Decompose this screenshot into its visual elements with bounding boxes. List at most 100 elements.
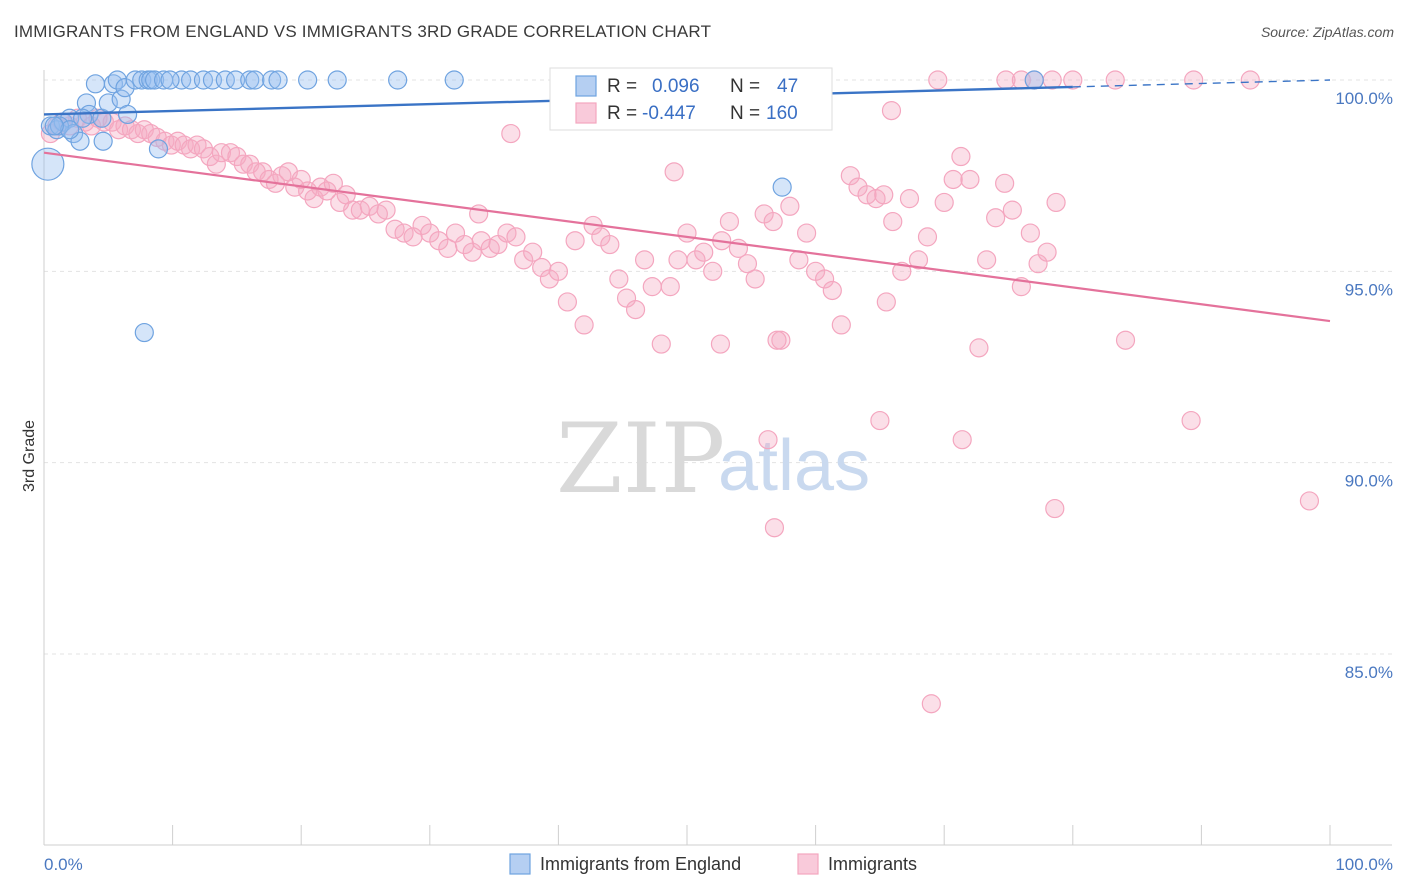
pink-point-127 — [1046, 192, 1066, 213]
pink-point-50 — [376, 200, 396, 220]
pink-point-92 — [737, 254, 758, 274]
axes — [43, 70, 1392, 846]
pink-point-23 — [193, 139, 214, 159]
pink-point-87 — [694, 242, 714, 262]
pink-point-116 — [951, 146, 971, 167]
watermark: ZIP atlas — [556, 403, 870, 515]
blue-point-44 — [44, 116, 64, 136]
pink-point-143 — [870, 410, 890, 431]
pink-point-145 — [952, 430, 972, 450]
pink-point-65 — [506, 227, 526, 247]
blue-points — [31, 70, 1044, 343]
blue-point-17 — [117, 104, 138, 125]
pink-point-102 — [822, 280, 842, 301]
pink-point-138 — [1105, 70, 1125, 90]
blue-point-43 — [60, 120, 80, 140]
pink-point-139 — [1184, 70, 1204, 90]
legend-r-label-pink: R = — [607, 103, 637, 124]
legend-n-label-pink: N = — [730, 103, 760, 124]
pink-point-109 — [883, 211, 903, 232]
pink-point-146 — [1045, 498, 1065, 519]
y-tick-label-3: 85.0% — [1345, 663, 1393, 682]
blue-point-39 — [772, 177, 792, 197]
legend-r-value-blue: 0.096 — [652, 76, 700, 97]
blue-point-46 — [160, 70, 180, 90]
pink-point-150 — [1063, 70, 1083, 90]
pink-point-151 — [881, 101, 902, 121]
bottom-legend-label-blue: Immigrants from England — [540, 854, 741, 874]
pink-point-77 — [609, 269, 629, 289]
pink-point-67 — [523, 242, 543, 262]
pink-point-98 — [789, 250, 809, 270]
legend-r-label-blue: R = — [607, 76, 637, 97]
pink-point-119 — [977, 250, 997, 270]
legend-swatch-blue — [575, 75, 597, 97]
pink-point-95 — [763, 211, 783, 232]
pink-point-147 — [1299, 491, 1320, 511]
pink-point-141 — [1115, 330, 1136, 350]
pink-point-124 — [1020, 223, 1040, 243]
watermark-zip: ZIP — [556, 403, 725, 515]
y-axis-title: 3rd Grade — [21, 420, 38, 492]
pink-point-83 — [660, 277, 680, 297]
chart-title: IMMIGRANTS FROM ENGLAND VS IMMIGRANTS 3R… — [14, 22, 712, 41]
pink-point-133 — [764, 518, 785, 538]
blue-point-29 — [215, 70, 235, 90]
y-tick-label-2: 90.0% — [1345, 472, 1393, 491]
pink-point-135 — [928, 70, 948, 90]
pink-point-90 — [719, 211, 740, 232]
legend-n-label-blue: N = — [730, 76, 760, 97]
blue-point-30 — [226, 70, 246, 90]
pink-point-97 — [780, 196, 800, 216]
y-tick-label-1: 95.0% — [1345, 280, 1393, 299]
blue-point-34 — [268, 70, 288, 90]
pink-point-128 — [664, 162, 684, 182]
blue-point-35 — [298, 70, 318, 90]
pink-point-126 — [1037, 242, 1057, 262]
pink-point-104 — [840, 166, 860, 186]
source-label: Source: ZipAtlas.com — [1260, 24, 1394, 40]
pink-point-134 — [876, 292, 896, 312]
pink-point-54 — [412, 215, 432, 236]
blue-point-42 — [49, 116, 70, 136]
pink-point-73 — [574, 315, 594, 335]
bottom-legend-label-pink: Immigrants — [828, 854, 917, 874]
blue-point-41 — [134, 322, 154, 343]
pink-trend-line — [43, 151, 1331, 323]
pink-point-114 — [934, 192, 954, 213]
pink-point-80 — [634, 250, 655, 270]
pink-point-86 — [686, 250, 706, 270]
pink-point-111 — [899, 189, 920, 209]
blue-trend-line-dashed — [1072, 79, 1331, 88]
pink-point-88 — [703, 261, 723, 281]
pink-point-132 — [758, 430, 778, 450]
pink-point-129 — [767, 330, 787, 350]
pink-point-71 — [557, 292, 578, 312]
blue-point-16 — [115, 78, 135, 98]
blue-point-36 — [327, 70, 347, 90]
bottom-legend-swatch-blue — [509, 853, 531, 875]
pink-point-99 — [796, 223, 817, 243]
pink-point-38 — [291, 169, 311, 190]
blue-point-0 — [31, 147, 65, 181]
pink-point-142 — [1181, 410, 1201, 431]
legend-n-value-pink: 160 — [766, 103, 798, 124]
blue-point-45 — [72, 108, 93, 128]
bottom-legend-swatch-pink — [797, 853, 819, 875]
blue-point-13 — [103, 74, 124, 94]
pink-point-76 — [600, 234, 620, 255]
pink-point-115 — [943, 169, 963, 190]
blue-point-38 — [444, 70, 464, 90]
pink-point-84 — [668, 250, 688, 270]
blue-point-33 — [262, 70, 282, 90]
pink-point-144 — [921, 694, 941, 714]
pink-point-103 — [831, 315, 851, 335]
pink-point-81 — [642, 277, 662, 297]
pink-point-140 — [1240, 70, 1260, 90]
pink-point-118 — [969, 338, 989, 358]
pink-point-121 — [995, 173, 1015, 193]
blue-point-37 — [388, 70, 408, 90]
pink-point-25 — [206, 154, 226, 174]
pink-point-113 — [917, 227, 938, 247]
